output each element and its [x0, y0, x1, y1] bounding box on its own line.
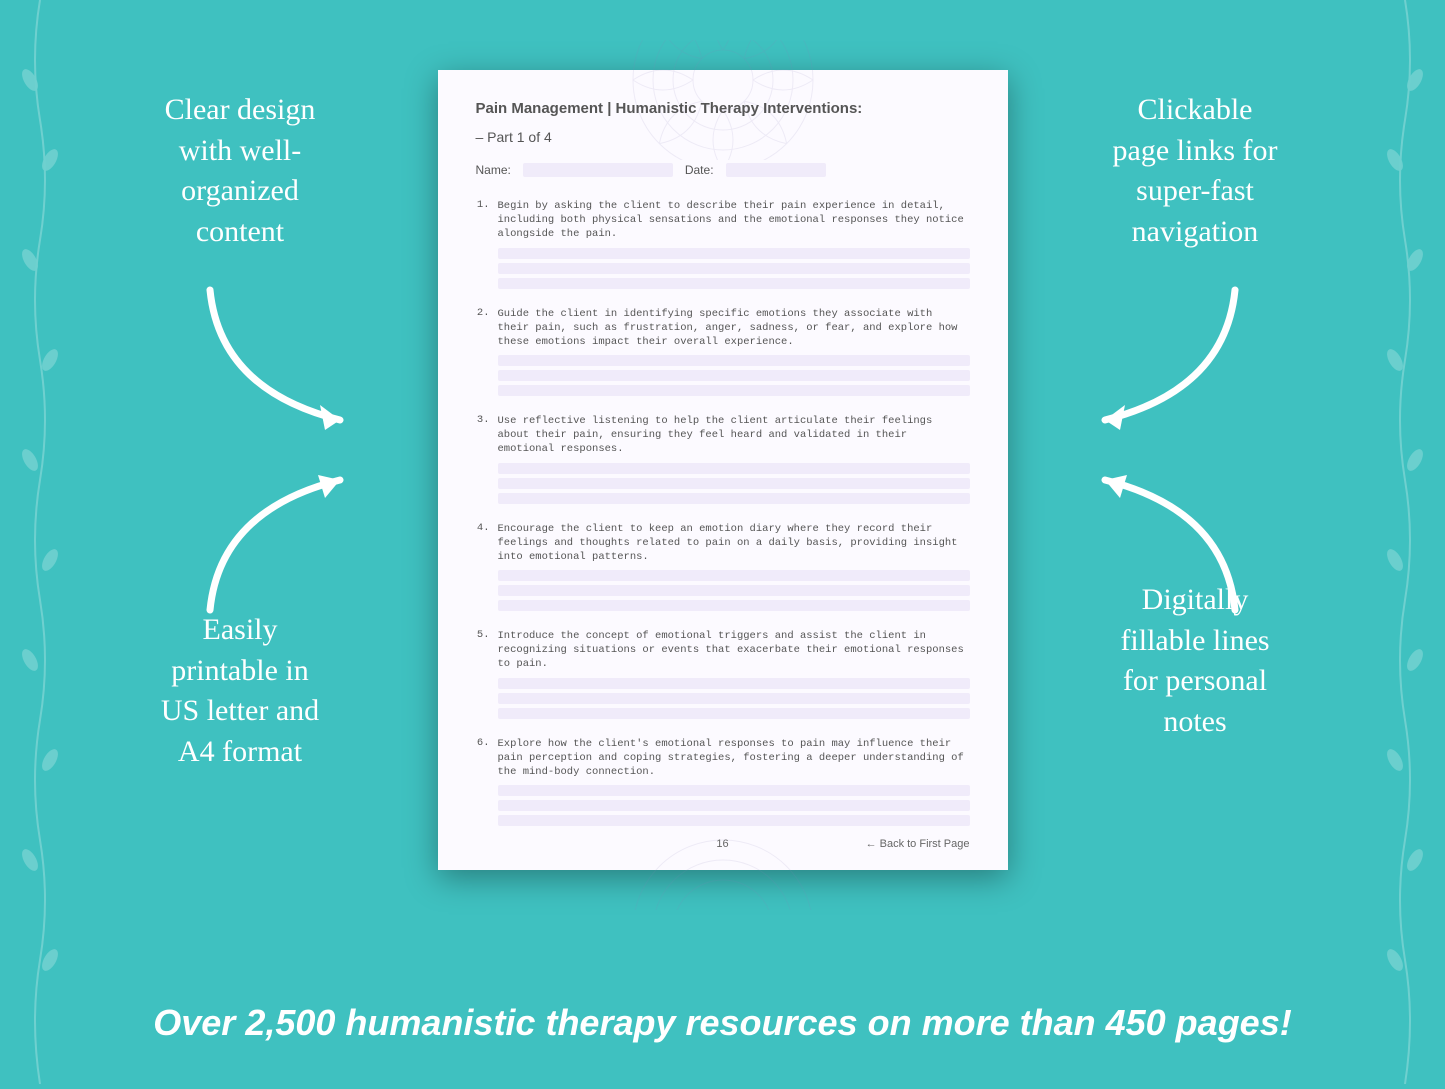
fillable-line[interactable]	[498, 263, 970, 274]
fillable-line[interactable]	[498, 478, 970, 489]
name-field[interactable]	[523, 163, 673, 177]
deco-right	[1375, 0, 1435, 1084]
list-item: 6.Explore how the client's emotional res…	[476, 737, 970, 827]
bottom-banner: Over 2,500 humanistic therapy resources …	[0, 1002, 1445, 1044]
page-subtitle: – Part 1 of 4	[476, 129, 970, 145]
list-item: 3.Use reflective listening to help the c…	[476, 414, 970, 504]
item-number: 3.	[476, 414, 490, 504]
fillable-line[interactable]	[498, 693, 970, 704]
arrow-bottom-right	[1065, 460, 1265, 630]
list-item: 2.Guide the client in identifying specif…	[476, 307, 970, 397]
list-item: 1.Begin by asking the client to describe…	[476, 199, 970, 289]
item-text: Guide the client in identifying specific…	[498, 307, 970, 350]
item-number: 2.	[476, 307, 490, 397]
item-number: 1.	[476, 199, 490, 289]
fillable-line[interactable]	[498, 493, 970, 504]
name-label: Name:	[476, 163, 511, 177]
callout-top-left: Clear design with well- organized conten…	[120, 90, 360, 252]
deco-left	[10, 0, 70, 1084]
fillable-line[interactable]	[498, 463, 970, 474]
fillable-line[interactable]	[498, 815, 970, 826]
item-text: Begin by asking the client to describe t…	[498, 199, 970, 242]
item-text: Introduce the concept of emotional trigg…	[498, 629, 970, 672]
arrow-top-right	[1065, 270, 1265, 450]
fillable-line[interactable]	[498, 708, 970, 719]
list-item: 4.Encourage the client to keep an emotio…	[476, 522, 970, 612]
callout-top-right: Clickable page links for super-fast navi…	[1065, 90, 1325, 252]
item-text: Use reflective listening to help the cli…	[498, 414, 970, 457]
document-page: Pain Management | Humanistic Therapy Int…	[438, 70, 1008, 870]
back-link[interactable]: ← Back to First Page	[866, 838, 970, 850]
fillable-line[interactable]	[498, 678, 970, 689]
fillable-line[interactable]	[498, 585, 970, 596]
item-number: 4.	[476, 522, 490, 612]
items-list: 1.Begin by asking the client to describe…	[476, 199, 970, 826]
item-number: 5.	[476, 629, 490, 719]
fillable-line[interactable]	[498, 785, 970, 796]
fillable-line[interactable]	[498, 570, 970, 581]
item-text: Encourage the client to keep an emotion …	[498, 522, 970, 565]
fillable-line[interactable]	[498, 248, 970, 259]
arrow-top-left	[180, 270, 380, 450]
fillable-line[interactable]	[498, 385, 970, 396]
page-title: Pain Management | Humanistic Therapy Int…	[476, 100, 970, 117]
page-number: 16	[716, 838, 728, 850]
fillable-line[interactable]	[498, 370, 970, 381]
fillable-line[interactable]	[498, 800, 970, 811]
list-item: 5.Introduce the concept of emotional tri…	[476, 629, 970, 719]
fillable-line[interactable]	[498, 278, 970, 289]
fillable-line[interactable]	[498, 600, 970, 611]
meta-row: Name: Date:	[476, 163, 970, 177]
page-footer: 16 ← Back to First Page	[476, 838, 970, 850]
date-label: Date:	[685, 163, 714, 177]
fillable-line[interactable]	[498, 355, 970, 366]
callout-bottom-left: Easily printable in US letter and A4 for…	[120, 610, 360, 772]
date-field[interactable]	[726, 163, 826, 177]
arrow-bottom-left	[180, 460, 380, 630]
item-text: Explore how the client's emotional respo…	[498, 737, 970, 780]
item-number: 6.	[476, 737, 490, 827]
